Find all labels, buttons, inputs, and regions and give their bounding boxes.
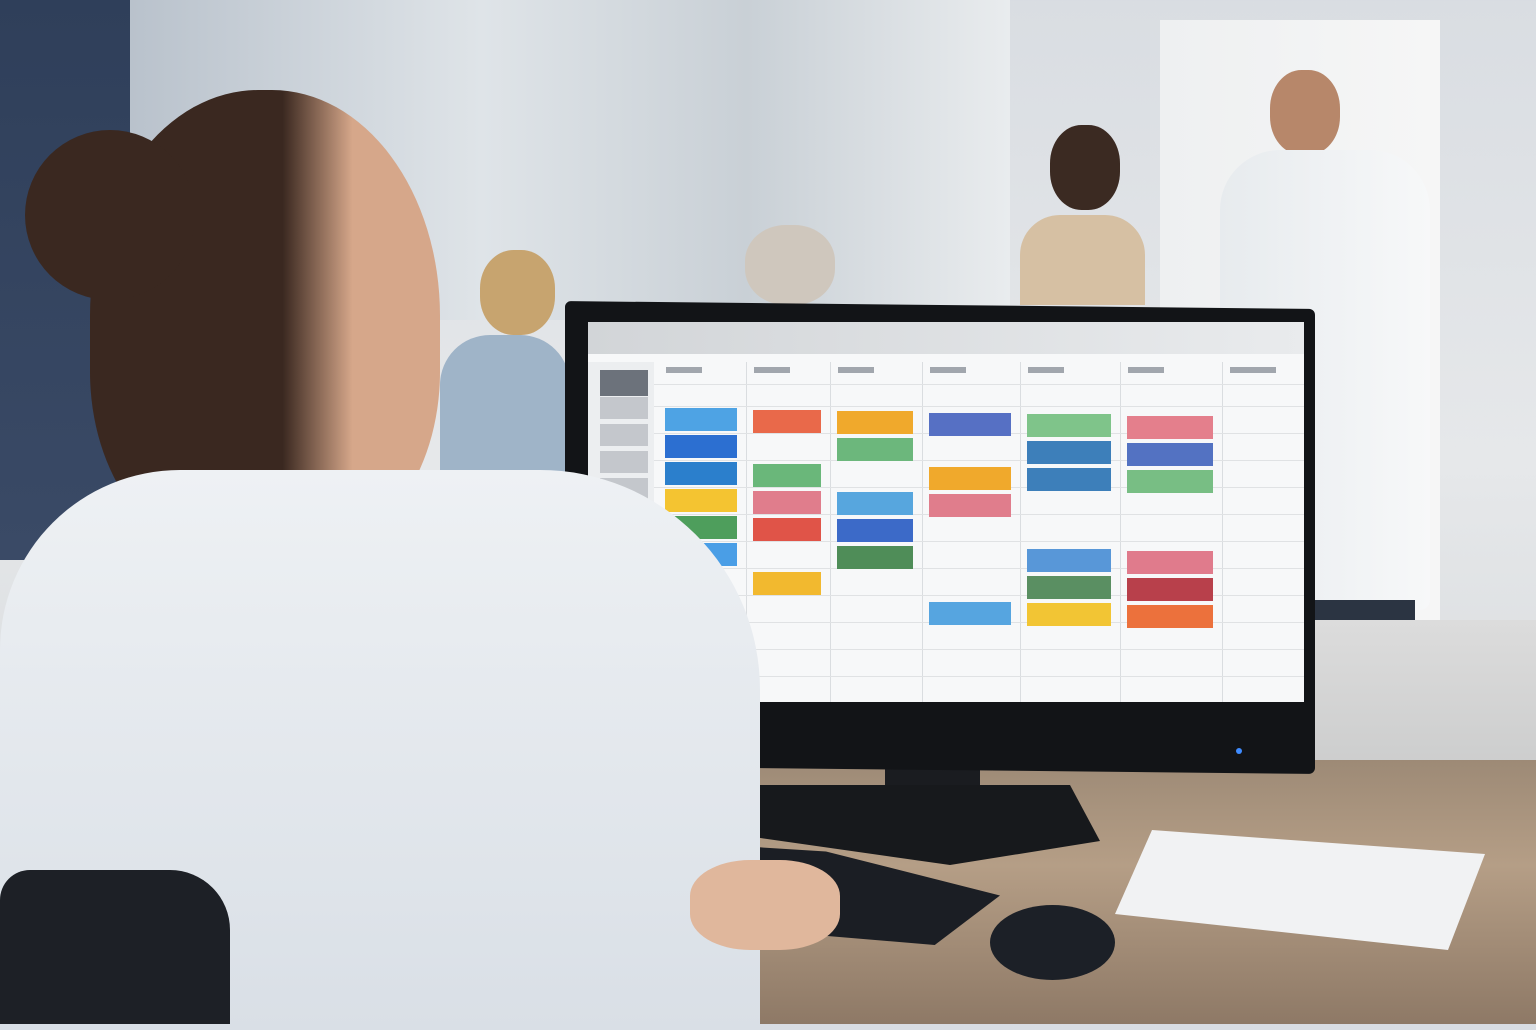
grid-column-line: [1020, 362, 1021, 702]
sidebar-item[interactable]: [600, 451, 648, 473]
appointment-block[interactable]: [837, 546, 913, 569]
patient-body: [1020, 215, 1145, 305]
sidebar-item[interactable]: [600, 397, 648, 419]
appointment-block[interactable]: [1127, 469, 1213, 493]
appointment-block[interactable]: [837, 411, 913, 434]
appointment-block[interactable]: [753, 517, 821, 541]
elderly-patient-head: [745, 225, 835, 305]
appointment-block[interactable]: [929, 466, 1011, 490]
power-led-icon: [1236, 748, 1242, 754]
column-header: [1128, 367, 1164, 373]
grid-row-line: [654, 406, 1304, 407]
grid-row-line: [654, 595, 1304, 596]
appointment-block[interactable]: [929, 493, 1011, 517]
receptionist-figure: [0, 90, 840, 1030]
appointment-block[interactable]: [753, 571, 821, 595]
waiting-patient-head: [480, 250, 555, 335]
appointment-block[interactable]: [1027, 549, 1111, 572]
appointment-block[interactable]: [1127, 604, 1213, 628]
column-header: [754, 367, 790, 373]
appointment-block[interactable]: [665, 489, 737, 512]
appointment-block[interactable]: [837, 519, 913, 542]
appointment-block[interactable]: [1027, 468, 1111, 491]
grid-column-line: [830, 362, 831, 702]
appointment-block[interactable]: [929, 601, 1011, 625]
appointment-block[interactable]: [1027, 441, 1111, 464]
appointment-block[interactable]: [753, 490, 821, 514]
grid-row-line: [654, 568, 1304, 569]
appointment-block[interactable]: [665, 408, 737, 431]
appointment-block[interactable]: [929, 412, 1011, 436]
column-header: [838, 367, 874, 373]
appointment-block[interactable]: [753, 463, 821, 487]
grid-row-line: [654, 384, 1304, 385]
appointment-block[interactable]: [665, 462, 737, 485]
appointment-block[interactable]: [1027, 603, 1111, 626]
appointment-block[interactable]: [1127, 550, 1213, 574]
grid-row-line: [654, 649, 1304, 650]
sidebar-item[interactable]: [600, 424, 648, 446]
hair-bun: [25, 130, 195, 300]
patient-figure: [1020, 125, 1145, 305]
appointment-block[interactable]: [1127, 577, 1213, 601]
appointment-block[interactable]: [665, 435, 737, 458]
appointment-block[interactable]: [837, 492, 913, 515]
grid-row-line: [654, 676, 1304, 677]
elderly-patient-figure: [735, 225, 845, 305]
appointment-block[interactable]: [753, 409, 821, 433]
column-header: [1028, 367, 1064, 373]
grid-column-line: [1222, 362, 1223, 702]
grid-column-line: [1120, 362, 1121, 702]
grid-column-line: [922, 362, 923, 702]
receptionist-hand: [690, 860, 840, 950]
grid-column-line: [746, 362, 747, 702]
appointment-block[interactable]: [1127, 415, 1213, 439]
patient-head: [1050, 125, 1120, 210]
appointment-block[interactable]: [837, 438, 913, 461]
app-toolbar: [588, 322, 1304, 354]
column-header: [930, 367, 966, 373]
grid-row-line: [654, 460, 1304, 461]
office-chair: [0, 870, 230, 1024]
grid-row-line: [654, 541, 1304, 542]
column-header: [666, 367, 702, 373]
appointment-block[interactable]: [1027, 414, 1111, 437]
appointment-block[interactable]: [1027, 576, 1111, 599]
appointment-block[interactable]: [1127, 442, 1213, 466]
sidebar-item[interactable]: [600, 370, 648, 396]
mouse[interactable]: [990, 905, 1115, 980]
doctor-head: [1270, 70, 1340, 155]
column-header: [1230, 367, 1276, 373]
